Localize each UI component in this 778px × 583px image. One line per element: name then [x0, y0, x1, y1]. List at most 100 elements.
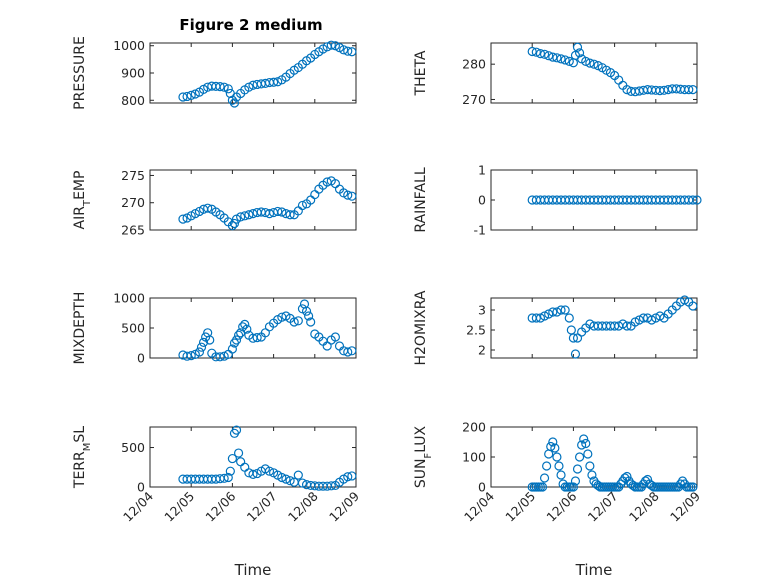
x-axis-label: Time — [575, 561, 613, 579]
x-axis-label: Time — [234, 561, 272, 579]
data-point — [244, 210, 254, 220]
y-axis-label: PRESSURE — [72, 36, 88, 110]
data-point — [285, 476, 295, 486]
data-point — [343, 472, 353, 482]
data-point — [570, 349, 581, 359]
x-tick-label: 12/09 — [326, 488, 362, 524]
data-point — [293, 470, 303, 480]
data-point — [194, 347, 205, 357]
data-point — [684, 84, 694, 95]
y-axis-label: SUNFLUX — [413, 425, 434, 488]
y-tick-label: 1000 — [113, 291, 145, 306]
data-point — [289, 317, 299, 327]
data-point — [535, 48, 546, 59]
data-point — [186, 90, 196, 100]
data-point — [347, 191, 357, 201]
axes-box — [149, 297, 357, 359]
y-tick-label: 200 — [462, 420, 486, 435]
data-point — [236, 212, 246, 222]
data-point — [554, 461, 564, 471]
y-axis-label: AIRTEMP — [72, 171, 93, 230]
x-tick-label: 12/06 — [202, 488, 238, 524]
y-tick-label: 2.5 — [466, 323, 486, 338]
data-point — [281, 474, 291, 484]
y-tick-label: 1000 — [113, 38, 145, 53]
data-point — [229, 98, 240, 108]
x-tick-label: 12/07 — [585, 489, 621, 525]
subplot-6: 2 2.5 3 H2OMIXRA — [413, 290, 698, 366]
y-tick-label: 3 — [478, 303, 486, 318]
data-point — [583, 449, 593, 459]
data-point — [622, 321, 632, 331]
data-point — [248, 469, 258, 479]
data-point — [203, 203, 213, 213]
data-point — [548, 437, 558, 447]
y-tick-label: 0 — [478, 480, 486, 495]
data-point — [542, 461, 552, 471]
data-point — [539, 49, 550, 59]
subplot-2: 270 280 THETA — [413, 42, 698, 107]
data-point — [277, 472, 287, 483]
y-tick-label: 2 — [478, 343, 486, 358]
data-point — [227, 221, 237, 231]
y-tick-label: 0 — [137, 351, 145, 366]
data-point — [343, 347, 353, 357]
data-series — [178, 40, 357, 108]
data-point — [196, 342, 207, 352]
y-tick-label: 265 — [121, 223, 145, 238]
y-axis-label: H2OMIXRA — [413, 290, 429, 365]
data-point — [539, 473, 550, 483]
subplot-4: -1 0 1 RAINFALL — [413, 163, 702, 238]
data-point — [190, 89, 200, 99]
data-point — [182, 91, 192, 102]
data-point — [273, 206, 283, 217]
data-point — [581, 438, 591, 449]
data-series — [527, 195, 702, 205]
data-point — [622, 471, 632, 482]
data-point — [531, 313, 541, 323]
data-point — [244, 82, 254, 92]
y-tick-label: 275 — [121, 168, 145, 183]
subplot-3: 265 270 275 AIRTEMP — [72, 168, 357, 238]
y-tick-label: 1 — [478, 163, 486, 178]
data-point — [219, 351, 229, 361]
data-point — [343, 46, 353, 56]
data-point — [330, 41, 340, 51]
data-point — [186, 351, 196, 361]
data-point — [252, 333, 262, 343]
data-point — [556, 305, 566, 315]
data-point — [225, 466, 235, 476]
data-point — [568, 333, 579, 343]
data-point — [564, 313, 574, 323]
data-series — [178, 176, 357, 231]
data-point — [233, 330, 244, 340]
data-series — [527, 295, 698, 359]
data-point — [527, 46, 537, 57]
data-point — [574, 48, 585, 58]
y-tick-label: 500 — [121, 440, 145, 455]
data-point — [589, 59, 599, 69]
data-point — [205, 335, 215, 345]
data-series — [527, 42, 698, 97]
data-point — [574, 452, 585, 462]
data-point — [556, 470, 566, 480]
y-tick-label: 270 — [121, 195, 145, 210]
figure-title: Figure 2 medium — [179, 16, 322, 34]
data-point — [215, 82, 225, 92]
data-point — [330, 332, 340, 342]
y-tick-label: 900 — [121, 66, 145, 81]
data-point — [264, 209, 275, 219]
data-point — [560, 55, 570, 65]
data-point — [638, 313, 649, 323]
data-point — [552, 53, 562, 63]
data-point — [269, 77, 279, 87]
data-point — [301, 306, 312, 316]
y-tick-label: -1 — [474, 223, 486, 238]
y-axis-label: TERRMSL — [72, 426, 93, 489]
x-tick-label: 12/09 — [667, 488, 703, 524]
y-tick-label: 0 — [137, 480, 145, 495]
data-point — [219, 473, 229, 483]
data-point — [587, 470, 597, 480]
